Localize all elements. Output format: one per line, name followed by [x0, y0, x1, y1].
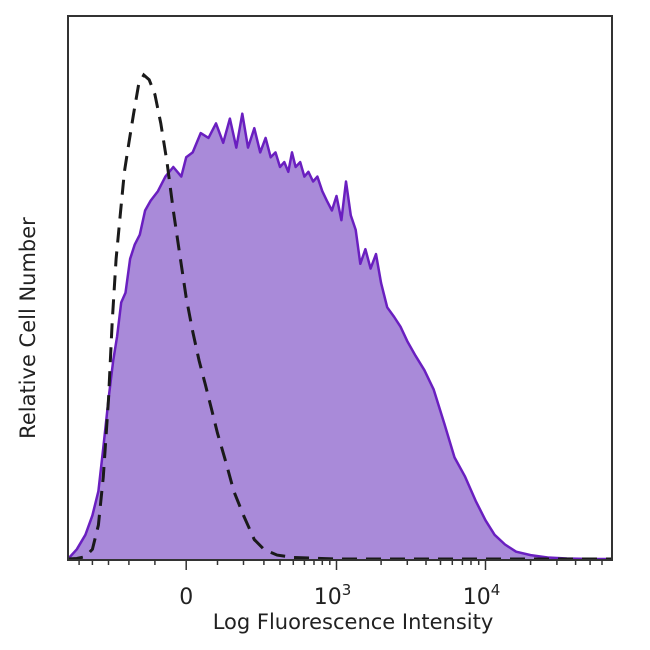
y-axis-label: Relative Cell Number	[16, 217, 40, 439]
x-axis-label: Log Fluorescence Intensity	[213, 610, 494, 634]
plot-frame	[67, 15, 613, 561]
x-tick-label: 104	[463, 581, 501, 610]
x-tick-label: 103	[314, 581, 352, 610]
stained-histogram-area	[68, 113, 612, 559]
stained-histogram-outline	[67, 112, 612, 561]
x-tick-label: 0	[179, 585, 193, 610]
control-histogram-line	[67, 72, 612, 561]
